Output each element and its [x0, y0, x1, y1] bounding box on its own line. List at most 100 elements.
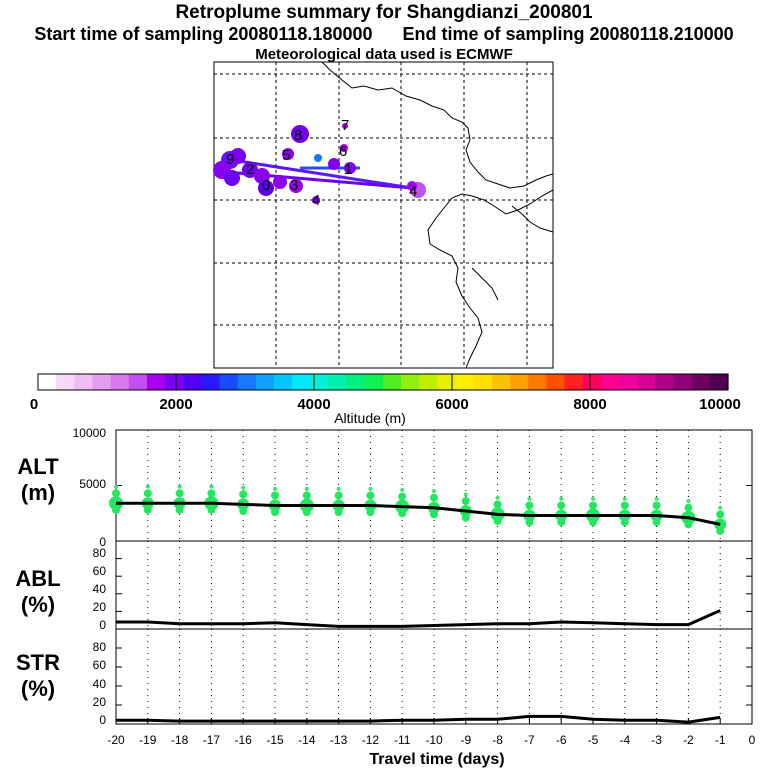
- str-tick-label: 40: [93, 677, 107, 691]
- altitude-marker: [398, 492, 407, 501]
- altitude-marker: [239, 490, 248, 499]
- colorbar-cell: [691, 374, 711, 390]
- altitude-marker: [525, 501, 534, 510]
- altitude-marker: [620, 501, 629, 510]
- str-series-line: [116, 714, 721, 724]
- altitude-marker: [589, 501, 597, 510]
- colorbar-cell: [546, 374, 566, 390]
- abl-panel: [115, 540, 753, 630]
- colorbar-cell: [346, 374, 366, 390]
- colorbar-cell: [219, 374, 239, 390]
- x-tick-labels: -20 -19 -18 -17 -16 -15 -14 -13 -12 -11 -10 -9 -8 -7-…: [107, 733, 755, 747]
- colorbar-cell: [600, 374, 620, 390]
- x-tick-label: -14: [298, 733, 316, 747]
- altitude-marker: [175, 489, 184, 498]
- altitude-marker: [273, 486, 277, 491]
- map-label: 2: [246, 161, 254, 178]
- alt-series-line: [116, 501, 721, 526]
- colorbar-tick-label: 4000: [297, 396, 330, 413]
- x-tick-label: -18: [171, 733, 189, 747]
- altitude-marker: [557, 501, 566, 510]
- altitude-marker: [620, 518, 629, 527]
- colorbar-cell: [92, 374, 112, 390]
- abl-panel-label: ABL: [15, 566, 60, 591]
- altitude-marker: [652, 518, 661, 527]
- x-tick-label: -19: [139, 733, 157, 747]
- str-panel: [115, 628, 753, 725]
- colorbar-cells: [38, 374, 729, 390]
- colorbar-cell: [165, 374, 184, 390]
- altitude-marker: [527, 496, 532, 501]
- altitude-marker: [430, 510, 438, 519]
- end-time: End time of sampling 20080118.210000: [402, 24, 734, 44]
- altitude-marker: [145, 484, 150, 489]
- altitude-marker: [368, 486, 373, 491]
- altitude-marker: [652, 501, 661, 510]
- colorbar-cell: [491, 374, 511, 390]
- map-label: 3: [290, 177, 298, 194]
- map-label: 4: [409, 183, 417, 200]
- x-tick-label: -13: [330, 733, 348, 747]
- colorbar-cell: [255, 374, 275, 390]
- x-tick-label: -10: [425, 733, 443, 747]
- altitude-marker: [461, 497, 470, 506]
- altitude-marker: [495, 495, 500, 500]
- met-data-note: Meteorological data used is ECMWF: [255, 46, 513, 63]
- colorbar-cell: [201, 374, 221, 390]
- colorbar-cell: [637, 374, 656, 390]
- abl-series-line: [116, 609, 721, 628]
- altitude-marker: [336, 486, 341, 491]
- altitude-marker: [304, 486, 309, 491]
- altitude-marker: [654, 496, 659, 501]
- y-tick-labels: 10000 5000 0 80 60 40 20 0 80 60 40 20 0: [73, 426, 107, 727]
- colorbar-cell: [38, 374, 57, 390]
- str-panel-unit: (%): [21, 676, 55, 701]
- sampling-times: Start time of sampling 20080118.180000 E…: [0, 24, 768, 45]
- altitude-marker: [302, 508, 311, 517]
- altitude-marker: [112, 505, 120, 514]
- abl-tick-label: 60: [93, 564, 107, 578]
- panel-labels: ALT (m) ABL (%) STR (%): [15, 454, 60, 701]
- colorbar-cell: [528, 374, 548, 390]
- map-day-labels: 7 6 5 8 4 3 9 2 1 0 4: [226, 117, 417, 209]
- altitude-marker: [207, 489, 216, 498]
- altitude-marker: [209, 484, 214, 489]
- x-tick-label: -16: [235, 733, 253, 747]
- altitude-marker: [686, 499, 691, 504]
- colorbar-cell: [292, 374, 311, 390]
- map-grid: [214, 62, 553, 368]
- colorbar-cell: [183, 374, 203, 390]
- altitude-marker: [302, 491, 311, 500]
- colorbar-cell: [401, 374, 420, 390]
- altitude-marker: [398, 509, 407, 518]
- colorbar-tick-label: 10000: [699, 396, 741, 413]
- colorbar-cell: [673, 374, 693, 390]
- altitude-marker: [112, 489, 120, 498]
- colorbar-cell: [619, 374, 638, 390]
- str-tick-label: 80: [93, 640, 107, 654]
- x-tick-label: -4: [619, 733, 630, 747]
- colorbar-cell: [310, 374, 330, 390]
- chart-title: Retroplume summary for Shangdianzi_20080…: [175, 2, 593, 23]
- map-label: 1: [344, 161, 352, 178]
- altitude-marker: [684, 520, 693, 529]
- map-label: 5: [282, 147, 290, 164]
- x-tick-label: -11: [394, 733, 411, 747]
- x-tick-label: -7: [524, 733, 535, 747]
- abl-tick-label: 0: [99, 618, 106, 632]
- altitude-marker: [143, 489, 152, 498]
- abl-panel-unit: (%): [21, 592, 55, 617]
- abl-frame: [115, 540, 753, 630]
- altitude-marker: [177, 484, 182, 489]
- str-panel-label: STR: [16, 650, 60, 675]
- colorbar-frame: [37, 373, 729, 391]
- map-label: 0: [262, 177, 270, 194]
- altitude-marker: [430, 493, 438, 502]
- altitude-marker: [463, 492, 468, 497]
- altitude-marker: [559, 496, 564, 501]
- map-panel: 7 6 5 8 4 3 9 2 1 0 4: [213, 61, 554, 369]
- altitude-marker: [718, 505, 723, 510]
- colorbar-cell: [110, 374, 130, 390]
- colorbar-cell: [56, 374, 75, 390]
